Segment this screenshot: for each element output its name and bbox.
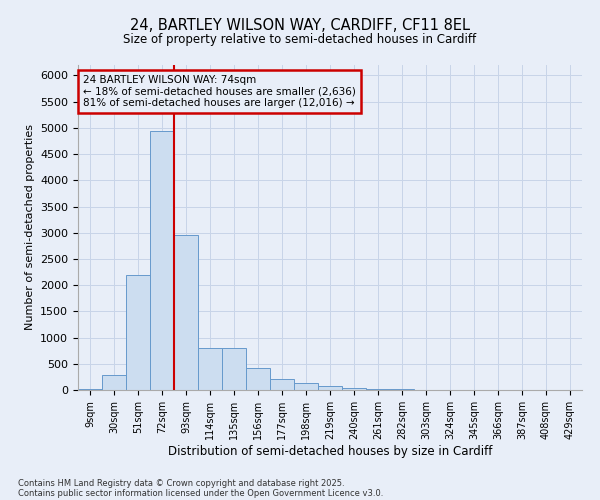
Bar <box>126 274 150 390</box>
Text: 24, BARTLEY WILSON WAY, CARDIFF, CF11 8EL: 24, BARTLEY WILSON WAY, CARDIFF, CF11 8E… <box>130 18 470 32</box>
Bar <box>198 348 222 390</box>
Bar <box>270 379 294 390</box>
Text: 24 BARTLEY WILSON WAY: 74sqm
← 18% of semi-detached houses are smaller (2,636)
8: 24 BARTLEY WILSON WAY: 74sqm ← 18% of se… <box>83 74 356 108</box>
Bar <box>366 389 390 390</box>
Bar <box>222 348 246 390</box>
Bar <box>342 388 366 390</box>
Text: Contains public sector information licensed under the Open Government Licence v3: Contains public sector information licen… <box>18 488 383 498</box>
Y-axis label: Number of semi-detached properties: Number of semi-detached properties <box>25 124 35 330</box>
Bar <box>294 383 318 390</box>
Bar <box>174 236 198 390</box>
Bar <box>150 130 174 390</box>
Bar <box>246 368 270 390</box>
Bar <box>318 386 342 390</box>
Bar <box>78 389 102 390</box>
Text: Contains HM Land Registry data © Crown copyright and database right 2025.: Contains HM Land Registry data © Crown c… <box>18 478 344 488</box>
Bar <box>102 375 126 390</box>
Text: Size of property relative to semi-detached houses in Cardiff: Size of property relative to semi-detach… <box>124 32 476 46</box>
X-axis label: Distribution of semi-detached houses by size in Cardiff: Distribution of semi-detached houses by … <box>168 444 492 458</box>
